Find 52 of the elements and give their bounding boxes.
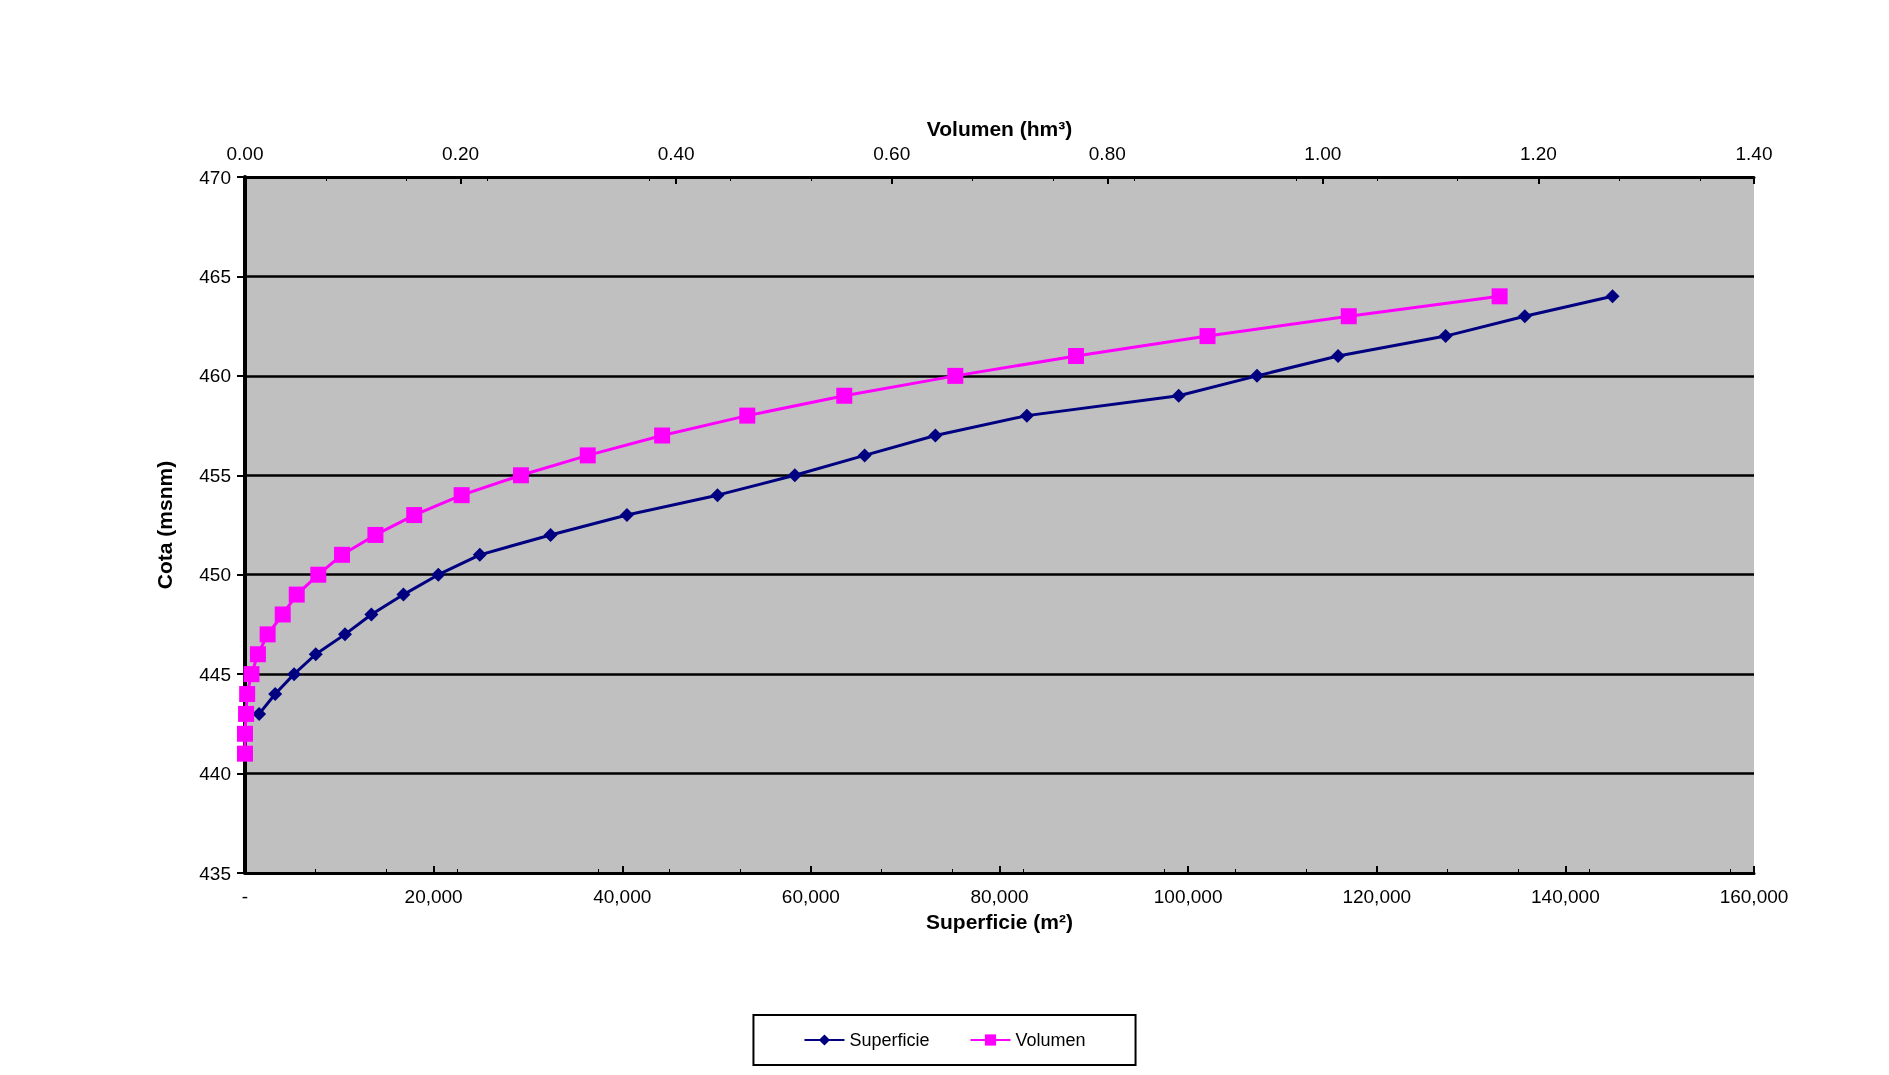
- point: [396, 587, 411, 602]
- y-axis-title: Cota (msnm): [153, 460, 176, 590]
- x-tick-label: 100,000: [1153, 886, 1223, 907]
- x2-tick-label: 0.20: [442, 143, 480, 164]
- x-tick-label: 160,000: [1719, 886, 1789, 907]
- x-tick-label: 60,000: [781, 886, 840, 907]
- point: [431, 567, 446, 582]
- x-tick-label: 20,000: [404, 886, 463, 907]
- x2-tick-label: 0.40: [657, 143, 695, 164]
- x2-axis-title: Volumen (hm³): [926, 117, 1073, 140]
- y-tick-label: 470: [199, 166, 231, 188]
- point: [1019, 408, 1034, 423]
- x-tick-label: -: [241, 886, 249, 907]
- x-tick-label: 140,000: [1531, 886, 1600, 907]
- x2-tick-label: 0.00: [226, 143, 264, 164]
- y-tick-label: 460: [199, 365, 231, 387]
- point: [364, 607, 379, 622]
- x2-tick-label: 1.40: [1735, 143, 1773, 164]
- y-tick-label: 450: [199, 564, 231, 586]
- y-tick-label: 455: [199, 464, 231, 486]
- x-tick-label: 80,000: [970, 886, 1029, 907]
- point: [543, 527, 558, 542]
- y-tick-label: 435: [199, 862, 231, 884]
- point: [1331, 348, 1346, 363]
- point: [337, 627, 352, 642]
- point: [287, 667, 302, 682]
- point: [1605, 289, 1620, 304]
- x-tick-label: 40,000: [593, 886, 652, 907]
- point: [308, 647, 323, 662]
- point: [1171, 388, 1186, 403]
- point: [619, 508, 634, 523]
- y-tick-label: 440: [199, 763, 231, 785]
- x2-tick-label: 0.60: [873, 143, 911, 164]
- x2-tick-label: 0.80: [1088, 143, 1126, 164]
- y-tick-label: 445: [199, 663, 231, 685]
- point: [268, 687, 283, 702]
- point: [472, 547, 487, 562]
- y-tick-label: 465: [199, 265, 231, 287]
- x-axis-title: Superficie (m²): [925, 910, 1074, 933]
- point: [928, 428, 943, 443]
- point: [1438, 329, 1453, 344]
- point: [1249, 368, 1264, 383]
- legend-label: Volumen: [1015, 1030, 1086, 1050]
- point: [787, 468, 802, 483]
- legend-label: Superficie: [849, 1030, 930, 1050]
- point: [857, 448, 872, 463]
- point: [1517, 309, 1532, 324]
- x2-tick-label: 1.20: [1519, 143, 1557, 164]
- point: [252, 706, 267, 721]
- x2-tick-label: 1.00: [1304, 143, 1342, 164]
- x-tick-label: 120,000: [1342, 886, 1412, 907]
- point: [710, 488, 725, 503]
